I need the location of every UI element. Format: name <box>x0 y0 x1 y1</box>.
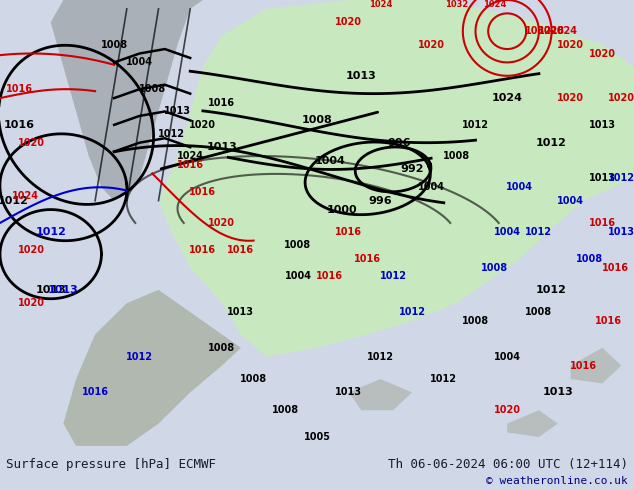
Text: 1012: 1012 <box>380 271 406 281</box>
Text: 1012: 1012 <box>158 129 184 139</box>
Polygon shape <box>158 0 634 357</box>
Text: 1012: 1012 <box>399 307 425 317</box>
Text: 1020: 1020 <box>190 120 216 130</box>
Text: 1013: 1013 <box>543 388 573 397</box>
Text: 1012: 1012 <box>430 374 457 384</box>
Text: 1016: 1016 <box>602 263 628 272</box>
Text: 992: 992 <box>400 165 424 174</box>
Text: 1016: 1016 <box>589 218 616 228</box>
Text: 1028: 1028 <box>538 26 565 36</box>
Text: 1020: 1020 <box>589 49 616 58</box>
Text: 1016: 1016 <box>570 361 597 370</box>
Text: 1020: 1020 <box>557 93 584 103</box>
Polygon shape <box>507 410 558 437</box>
Text: 1020: 1020 <box>18 138 45 147</box>
Text: 1032: 1032 <box>526 26 552 36</box>
Text: 1008: 1008 <box>209 343 235 353</box>
Text: 1008: 1008 <box>302 115 332 125</box>
Text: 1013: 1013 <box>48 285 79 295</box>
Text: 1012: 1012 <box>526 227 552 237</box>
Text: 1016: 1016 <box>177 160 204 170</box>
Text: 1016: 1016 <box>316 271 343 281</box>
Text: © weatheronline.co.uk: © weatheronline.co.uk <box>486 476 628 487</box>
Text: 1008: 1008 <box>576 254 603 264</box>
Text: 1008: 1008 <box>285 240 311 250</box>
Text: 1004: 1004 <box>418 182 444 192</box>
Text: 1000: 1000 <box>327 204 358 215</box>
Text: 1013: 1013 <box>346 71 377 81</box>
Text: 1012: 1012 <box>462 120 489 130</box>
Text: 1013: 1013 <box>589 120 616 130</box>
Text: 1012: 1012 <box>608 173 634 183</box>
Text: 1020: 1020 <box>608 93 634 103</box>
Text: 1008: 1008 <box>139 84 165 94</box>
Text: 1008: 1008 <box>526 307 552 317</box>
Text: 1016: 1016 <box>335 227 362 237</box>
Polygon shape <box>571 348 621 384</box>
Text: 1020: 1020 <box>494 405 521 415</box>
Text: 1008: 1008 <box>101 40 127 49</box>
Text: 1024: 1024 <box>177 151 204 161</box>
Text: 1008: 1008 <box>443 151 470 161</box>
Text: 1016: 1016 <box>228 245 254 255</box>
Text: 1008: 1008 <box>462 316 489 326</box>
Text: 1016: 1016 <box>354 254 381 264</box>
Text: 1016: 1016 <box>190 187 216 197</box>
Text: 1004: 1004 <box>507 182 533 192</box>
Text: 1016: 1016 <box>6 84 32 94</box>
Text: 1008: 1008 <box>481 263 508 272</box>
Text: 1004: 1004 <box>494 227 521 237</box>
Text: 1012: 1012 <box>536 138 567 147</box>
Text: 1016: 1016 <box>4 120 34 130</box>
Text: 996: 996 <box>368 196 392 206</box>
Text: 1012: 1012 <box>36 227 66 237</box>
Text: 1013: 1013 <box>228 307 254 317</box>
Text: 1004: 1004 <box>285 271 311 281</box>
Text: 1024: 1024 <box>483 0 506 9</box>
Text: 1005: 1005 <box>304 432 330 442</box>
Text: 1004: 1004 <box>126 57 153 68</box>
Text: 1032: 1032 <box>445 0 468 9</box>
Text: 1013: 1013 <box>608 227 634 237</box>
Text: 1008: 1008 <box>272 405 299 415</box>
Text: 1013: 1013 <box>589 173 616 183</box>
Text: 1020: 1020 <box>557 40 584 49</box>
Text: 1012: 1012 <box>367 352 394 362</box>
Text: 1020: 1020 <box>18 298 45 308</box>
Text: 1004: 1004 <box>557 196 584 206</box>
Text: 1013: 1013 <box>335 388 362 397</box>
Polygon shape <box>51 0 203 201</box>
Text: 1020: 1020 <box>335 17 362 27</box>
Text: 1024: 1024 <box>492 93 522 103</box>
Text: 1012: 1012 <box>126 352 153 362</box>
Text: 1024: 1024 <box>12 191 39 201</box>
Text: 1008: 1008 <box>240 374 267 384</box>
Text: 1016: 1016 <box>209 98 235 108</box>
Text: Surface pressure [hPa] ECMWF: Surface pressure [hPa] ECMWF <box>6 458 216 471</box>
Text: 1012: 1012 <box>0 196 28 206</box>
Text: 1016: 1016 <box>82 388 108 397</box>
Text: Th 06-06-2024 06:00 UTC (12+114): Th 06-06-2024 06:00 UTC (12+114) <box>387 458 628 471</box>
Text: 1013: 1013 <box>207 142 237 152</box>
Text: 1004: 1004 <box>494 352 521 362</box>
Text: 1024: 1024 <box>551 26 578 36</box>
Text: 1020: 1020 <box>209 218 235 228</box>
Text: 1012: 1012 <box>536 285 567 295</box>
Text: 1004: 1004 <box>314 155 345 166</box>
Text: 1013: 1013 <box>164 106 191 117</box>
Text: 1013: 1013 <box>36 285 66 295</box>
Text: 1020: 1020 <box>18 245 45 255</box>
Text: 996: 996 <box>387 138 411 147</box>
Polygon shape <box>349 379 412 410</box>
Text: 1016: 1016 <box>595 316 622 326</box>
Polygon shape <box>63 290 241 446</box>
Text: 1024: 1024 <box>369 0 392 9</box>
Text: 1020: 1020 <box>418 40 444 49</box>
Text: 1016: 1016 <box>190 245 216 255</box>
